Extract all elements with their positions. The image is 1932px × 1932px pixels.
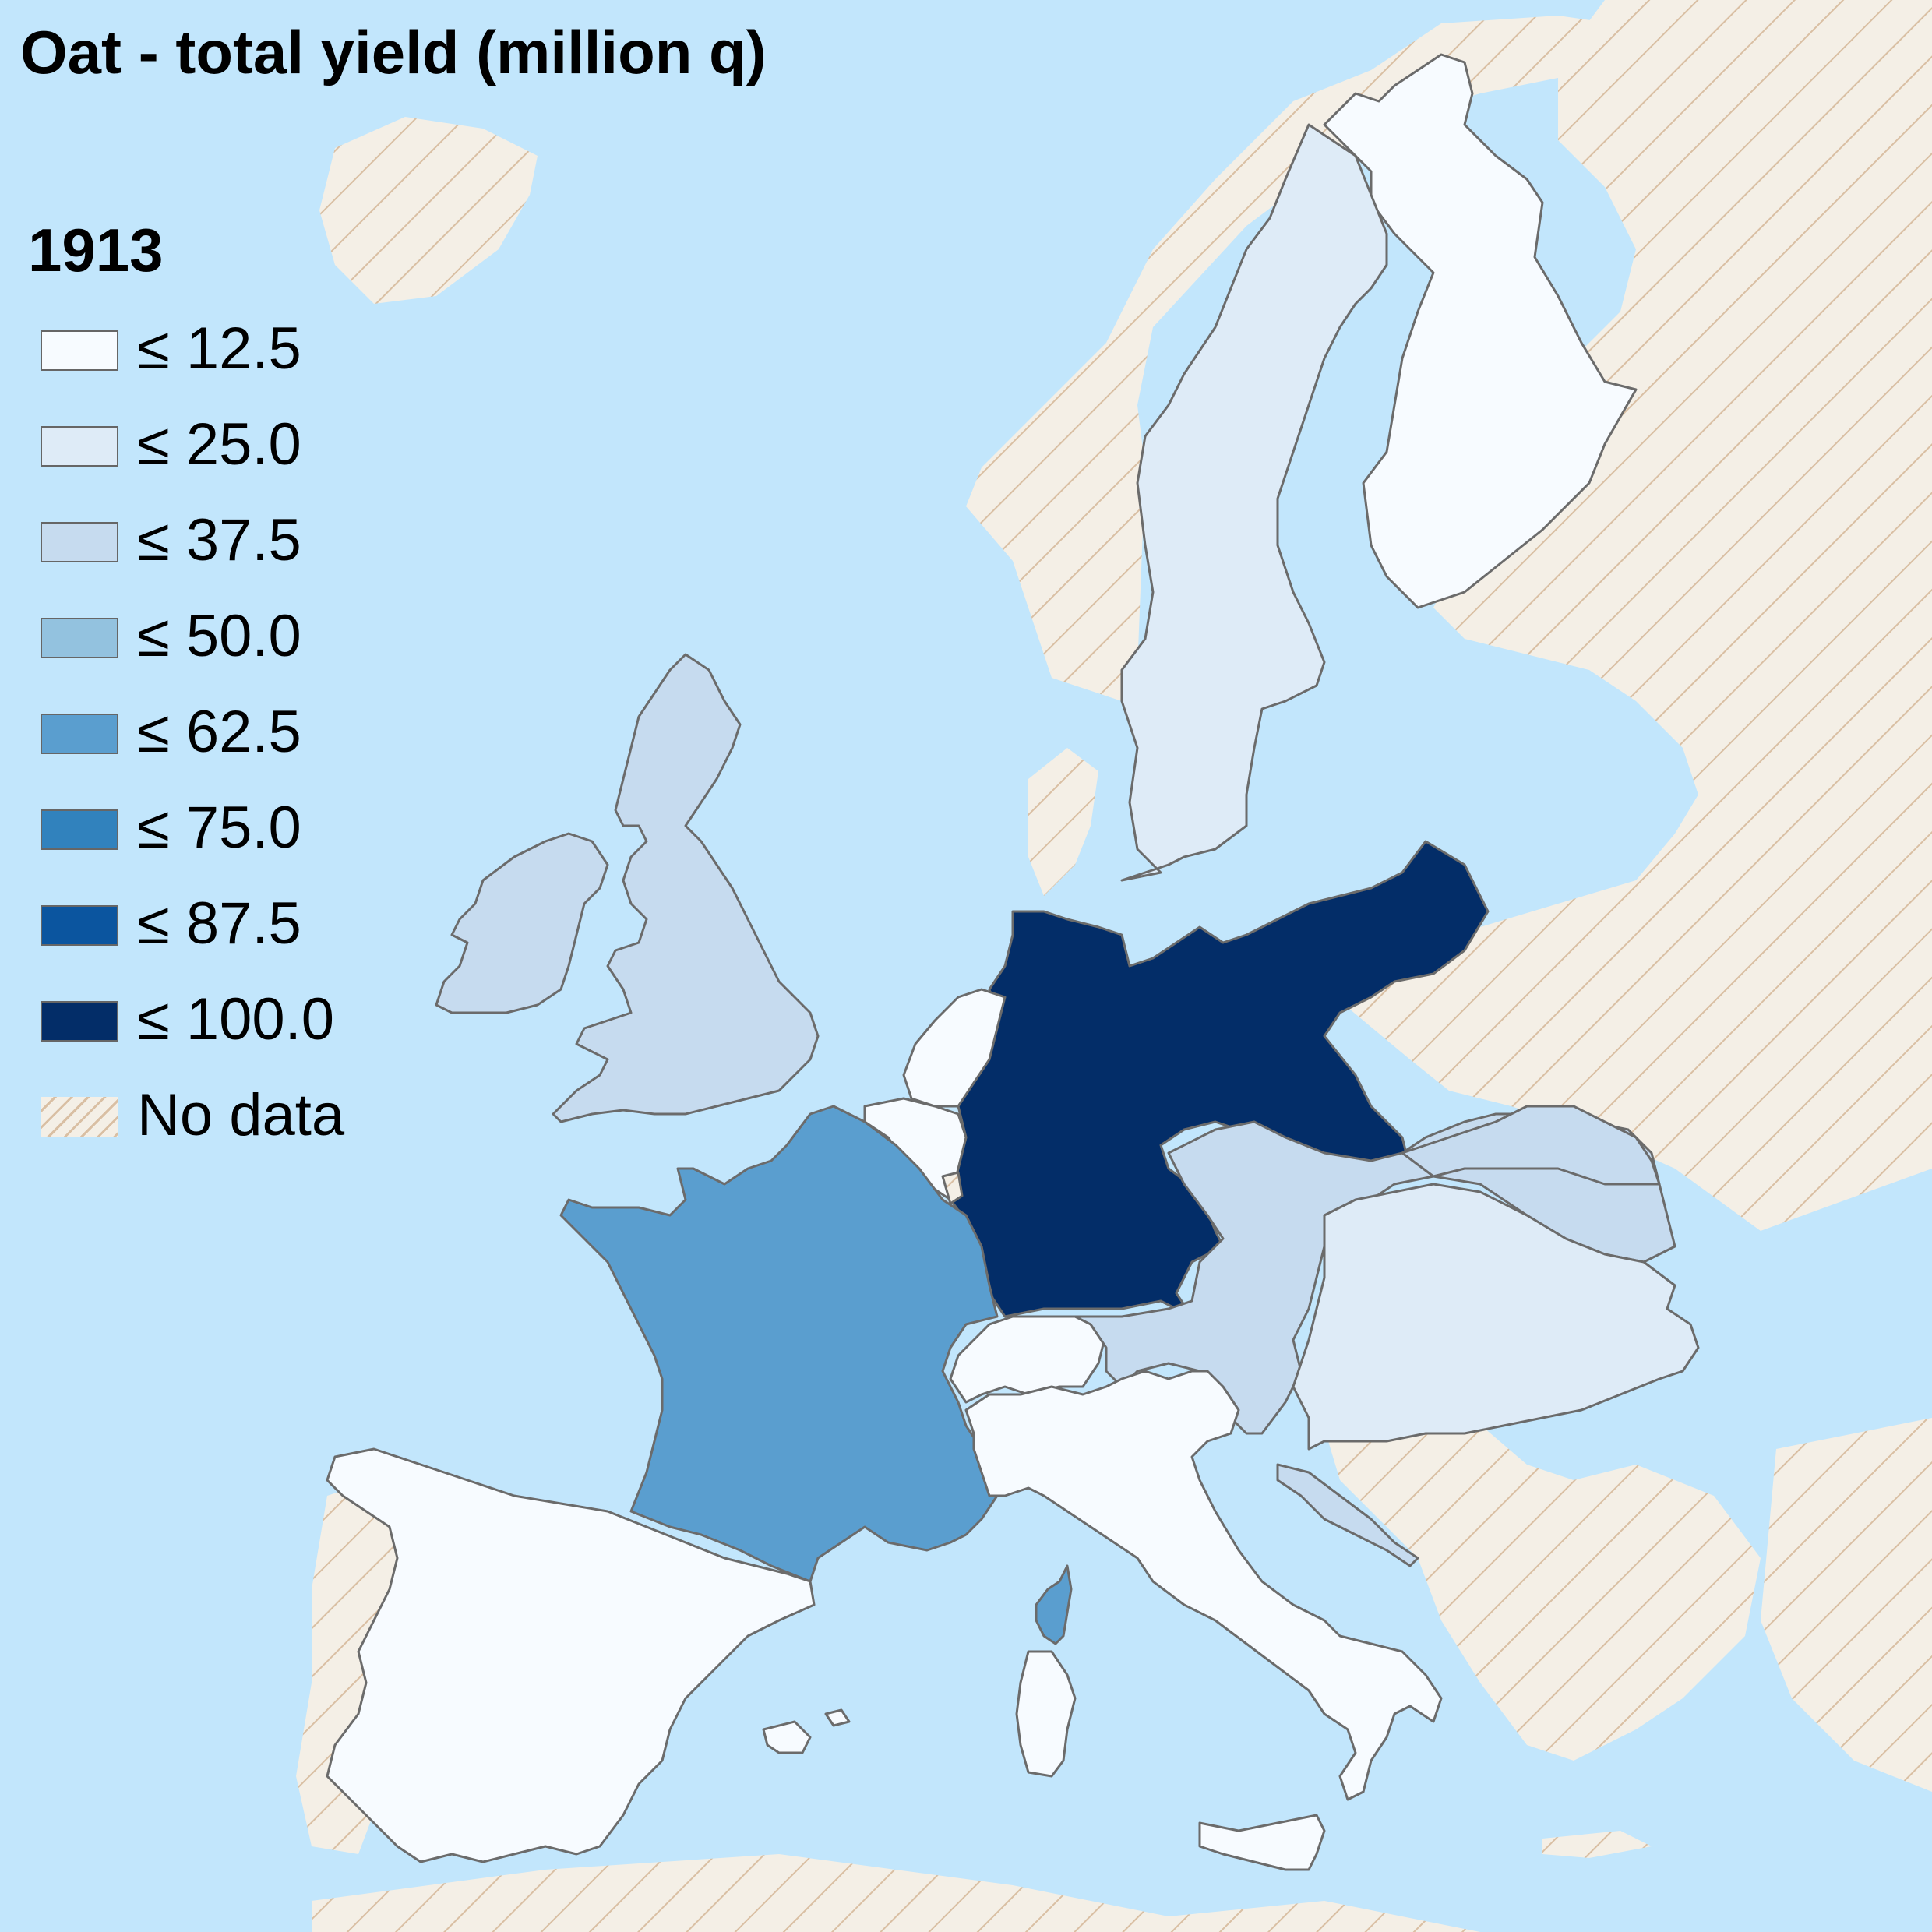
crete [1542, 1831, 1652, 1858]
legend-label: ≤ 25.0 [137, 411, 301, 478]
region-luxembourg [941, 1171, 964, 1205]
region-netherlands [902, 988, 1007, 1108]
region-ireland [435, 832, 609, 1014]
countries [326, 53, 1700, 1871]
region-dalmatia [1276, 1463, 1419, 1567]
legend-label: ≤ 62.5 [137, 699, 301, 765]
legend-label: ≤ 100.0 [137, 986, 335, 1052]
legend-swatch [41, 522, 118, 562]
turkey [1761, 1418, 1932, 1792]
region-sweden [1120, 123, 1388, 882]
legend-label: ≤ 75.0 [137, 795, 301, 861]
region-corsica [1035, 1564, 1073, 1645]
norway [966, 16, 1667, 701]
region-italy [964, 1370, 1443, 1801]
region-united-kingdom [552, 653, 820, 1123]
no-data-land [296, 0, 1932, 1932]
balkans [1317, 1394, 1761, 1761]
region-balearic-east [824, 1708, 851, 1727]
legend-swatch [41, 618, 118, 658]
legend-swatch [41, 905, 118, 946]
legend-swatch [41, 1001, 118, 1042]
legend-swatch [41, 1097, 118, 1137]
legend-label: ≤ 87.5 [137, 890, 301, 957]
legend-swatch [41, 714, 118, 754]
region-galicia [1401, 1105, 1661, 1186]
region-france [559, 1105, 999, 1583]
region-spain [326, 1447, 816, 1863]
legend-swatch [41, 426, 118, 467]
legend-label: No data [137, 1082, 345, 1148]
region-sicily [1198, 1814, 1326, 1871]
legend-label: ≤ 12.5 [137, 316, 301, 382]
region-balearic [762, 1720, 812, 1754]
russia-north [1317, 0, 1932, 1231]
denmark [1028, 748, 1098, 896]
iceland [319, 117, 538, 304]
legend-label: ≤ 50.0 [137, 603, 301, 669]
region-sardinia [1015, 1650, 1077, 1778]
map-year: 1913 [28, 216, 164, 284]
region-finland [1323, 53, 1638, 609]
region-hungary [1292, 1183, 1700, 1451]
legend-swatch [41, 330, 118, 371]
map-title: Oat - total yield (million q) [20, 18, 767, 86]
legend-label: ≤ 37.5 [137, 507, 301, 573]
north-africa [312, 1854, 1480, 1932]
legend-swatch [41, 809, 118, 850]
